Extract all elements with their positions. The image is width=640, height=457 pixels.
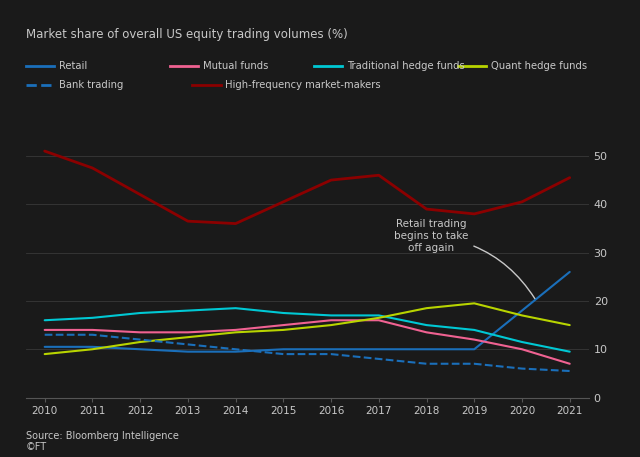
Text: Source: Bloomberg Intelligence: Source: Bloomberg Intelligence bbox=[26, 431, 179, 441]
Text: Market share of overall US equity trading volumes (%): Market share of overall US equity tradin… bbox=[26, 28, 348, 41]
Text: High-frequency market-makers: High-frequency market-makers bbox=[225, 80, 381, 90]
Text: ©FT: ©FT bbox=[26, 442, 47, 452]
Text: Bank trading: Bank trading bbox=[59, 80, 124, 90]
Text: Retail: Retail bbox=[59, 61, 87, 71]
Text: Traditional hedge funds: Traditional hedge funds bbox=[347, 61, 465, 71]
Text: Retail trading
begins to take
off again: Retail trading begins to take off again bbox=[394, 219, 535, 298]
Text: Quant hedge funds: Quant hedge funds bbox=[491, 61, 587, 71]
Text: Mutual funds: Mutual funds bbox=[203, 61, 268, 71]
